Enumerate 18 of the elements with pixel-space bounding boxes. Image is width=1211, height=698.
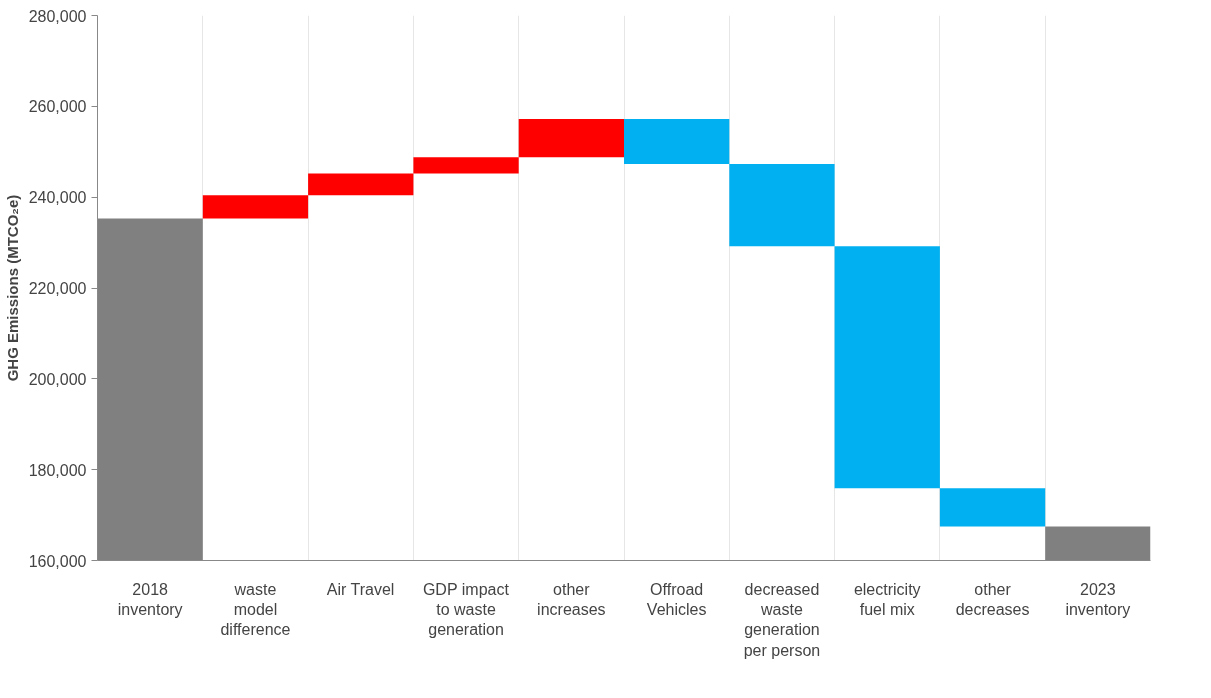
x-tick-label: decreased waste generation per person [743,580,821,659]
x-tick-label: GDP impact to waste generation [422,580,510,639]
x-tick-label: Offroad Vehicles [646,580,707,618]
y-tick-label: 220,000 [28,280,87,297]
y-tick-label: 260,000 [28,98,87,116]
y-tick-label: 200,000 [28,370,87,388]
x-tick-label: other increases [537,580,606,618]
x-tick-label: other decreases [955,580,1030,618]
y-axis-title: GHG Emissions (MTCO₂e) [3,194,21,382]
x-tick-label: waste model difference [220,580,291,639]
x-tick-label: 2018 inventory [117,580,183,618]
x-tick-label: Air Travel [326,580,395,598]
x-tick-label: 2023 inventory [1065,580,1131,618]
y-tick-label: 240,000 [28,189,87,207]
x-tick-label: electricity fuel mix [853,580,921,618]
y-tick-label: 180,000 [28,461,87,479]
y-tick-label: 280,000 [28,7,87,25]
y-tick-label: 160,000 [28,552,87,570]
